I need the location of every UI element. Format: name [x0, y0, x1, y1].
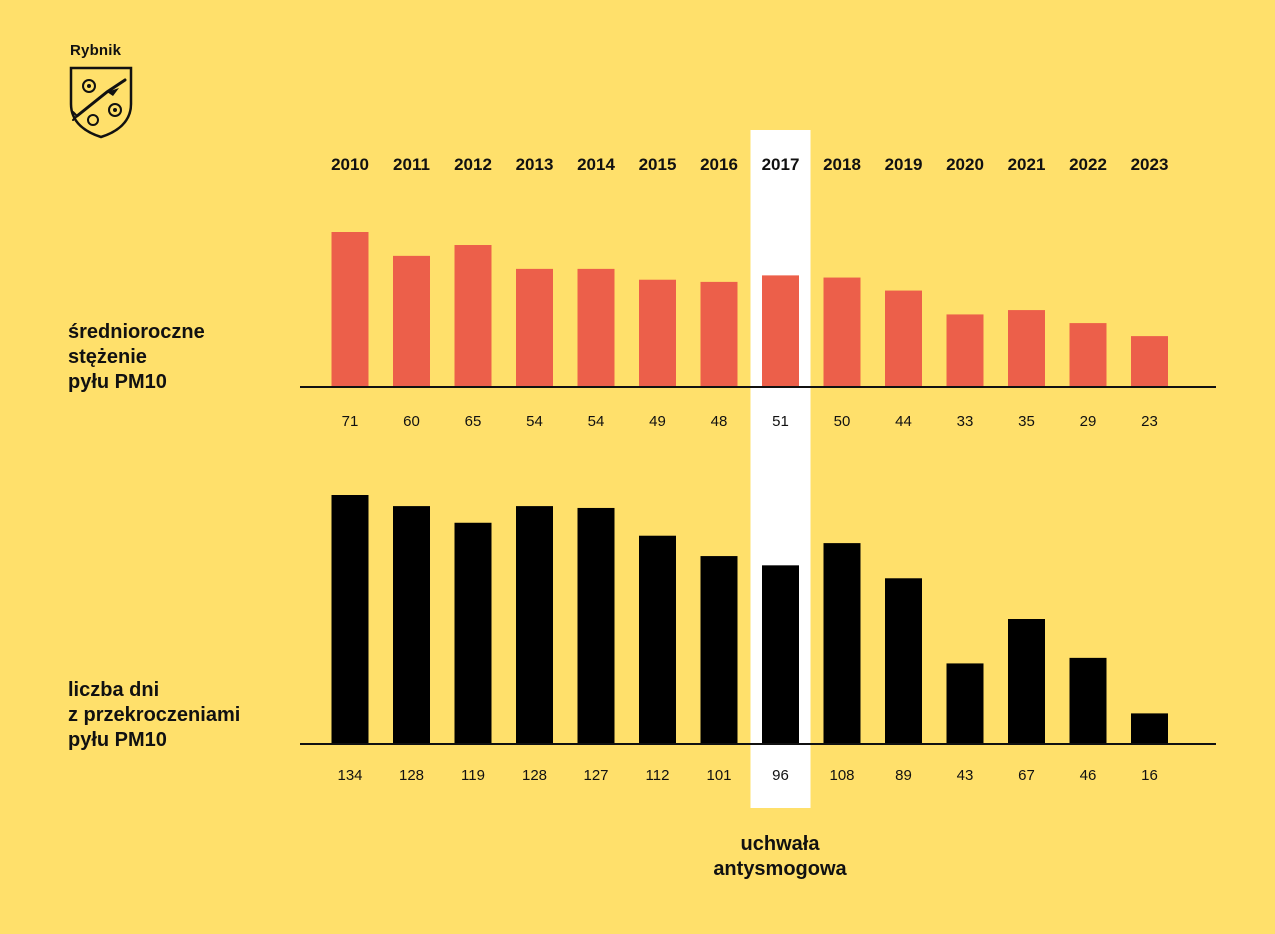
year-label-2017: 2017 — [762, 155, 800, 174]
avg-bar-2023 — [1131, 336, 1168, 386]
days-bar-2017 — [762, 565, 799, 743]
days-value-2023: 16 — [1141, 767, 1158, 784]
rybnik-coat-of-arms-icon — [69, 66, 133, 139]
avg-label-line-1: średnioroczne — [68, 321, 205, 343]
days-bar-2011 — [393, 506, 430, 743]
days-bar-2022 — [1069, 657, 1107, 743]
avg-bar-2021 — [1008, 310, 1045, 386]
note-line-2: antysmogowa — [713, 858, 847, 880]
days-value-2014: 127 — [583, 767, 608, 784]
days-bar-2019 — [885, 578, 922, 743]
days-bar-2016 — [700, 556, 738, 743]
exceedance-days-label: liczba dni z przekroczeniami pyłu PM10 — [68, 678, 240, 753]
avg-bar-2012 — [454, 245, 492, 386]
avg-value-2012: 65 — [465, 413, 482, 430]
avg-value-2017: 51 — [772, 413, 789, 430]
avg-value-2016: 48 — [711, 413, 728, 430]
avg-value-2015: 49 — [649, 413, 666, 430]
days-bar-2021 — [1008, 619, 1045, 743]
year-label-2013: 2013 — [516, 155, 554, 174]
days-label-line-2: z przekroczeniami — [68, 704, 241, 726]
avg-value-2022: 29 — [1080, 413, 1097, 430]
avg-bar-2015 — [639, 279, 676, 386]
days-value-2015: 112 — [646, 767, 670, 784]
avg-value-2020: 33 — [957, 413, 974, 430]
days-value-2021: 67 — [1018, 767, 1035, 784]
days-bar-2013 — [516, 506, 553, 743]
days-bar-2020 — [946, 663, 984, 743]
days-label-line-3: pyłu PM10 — [68, 729, 167, 751]
days-label-line-1: liczba dni — [68, 679, 160, 701]
days-bar-2015 — [639, 535, 676, 743]
year-label-2019: 2019 — [885, 155, 923, 174]
brand-name: Rybnik — [70, 42, 122, 59]
avg-label-line-3: pyłu PM10 — [68, 371, 167, 393]
days-bar-2023 — [1131, 713, 1168, 743]
avg-bar-2010 — [331, 232, 369, 386]
days-value-2016: 101 — [706, 767, 731, 784]
days-bar-2012 — [454, 522, 492, 743]
days-bar-2014 — [577, 507, 615, 743]
year-label-2015: 2015 — [639, 155, 677, 174]
year-label-2023: 2023 — [1131, 155, 1169, 174]
note-line-1: uchwała — [740, 833, 820, 855]
days-value-2018: 108 — [829, 767, 854, 784]
year-label-2020: 2020 — [946, 155, 984, 174]
year-label-2010: 2010 — [331, 155, 369, 174]
year-label-2012: 2012 — [454, 155, 492, 174]
avg-bar-2014 — [577, 268, 615, 386]
days-value-2022: 46 — [1080, 767, 1097, 784]
days-value-2013: 128 — [522, 767, 547, 784]
avg-value-2023: 23 — [1141, 413, 1158, 430]
avg-bar-2011 — [393, 255, 430, 386]
avg-bar-2017 — [762, 275, 799, 386]
year-label-2014: 2014 — [577, 155, 615, 174]
days-value-2017: 96 — [772, 767, 789, 784]
days-value-2012: 119 — [461, 767, 485, 784]
avg-label-line-2: stężenie — [68, 346, 147, 368]
avg-bar-2020 — [946, 314, 984, 386]
year-label-2021: 2021 — [1008, 155, 1046, 174]
avg-value-2010: 71 — [342, 413, 359, 430]
avg-value-2011: 60 — [403, 413, 420, 430]
avg-value-2021: 35 — [1018, 413, 1035, 430]
avg-bar-2019 — [885, 290, 922, 386]
year-label-2022: 2022 — [1069, 155, 1107, 174]
days-value-2010: 134 — [337, 767, 362, 784]
days-bar-2010 — [331, 495, 369, 743]
avg-value-2014: 54 — [588, 413, 605, 430]
days-value-2011: 128 — [399, 767, 424, 784]
year-label-2018: 2018 — [823, 155, 861, 174]
avg-bar-2018 — [823, 277, 861, 386]
days-bar-2018 — [823, 543, 861, 743]
avg-bar-2013 — [516, 268, 553, 386]
year-label-2011: 2011 — [393, 155, 430, 174]
avg-concentration-label: średnioroczne stężenie pyłu PM10 — [68, 320, 205, 395]
avg-value-2019: 44 — [895, 413, 912, 430]
days-value-2020: 43 — [957, 767, 974, 784]
year-label-2016: 2016 — [700, 155, 738, 174]
avg-value-2013: 54 — [526, 413, 543, 430]
anti-smog-resolution-note: uchwała antysmogowa — [680, 832, 880, 882]
avg-value-2018: 50 — [834, 413, 851, 430]
avg-bar-2016 — [700, 281, 738, 386]
days-value-2019: 89 — [895, 767, 912, 784]
avg-bar-2022 — [1069, 323, 1107, 386]
